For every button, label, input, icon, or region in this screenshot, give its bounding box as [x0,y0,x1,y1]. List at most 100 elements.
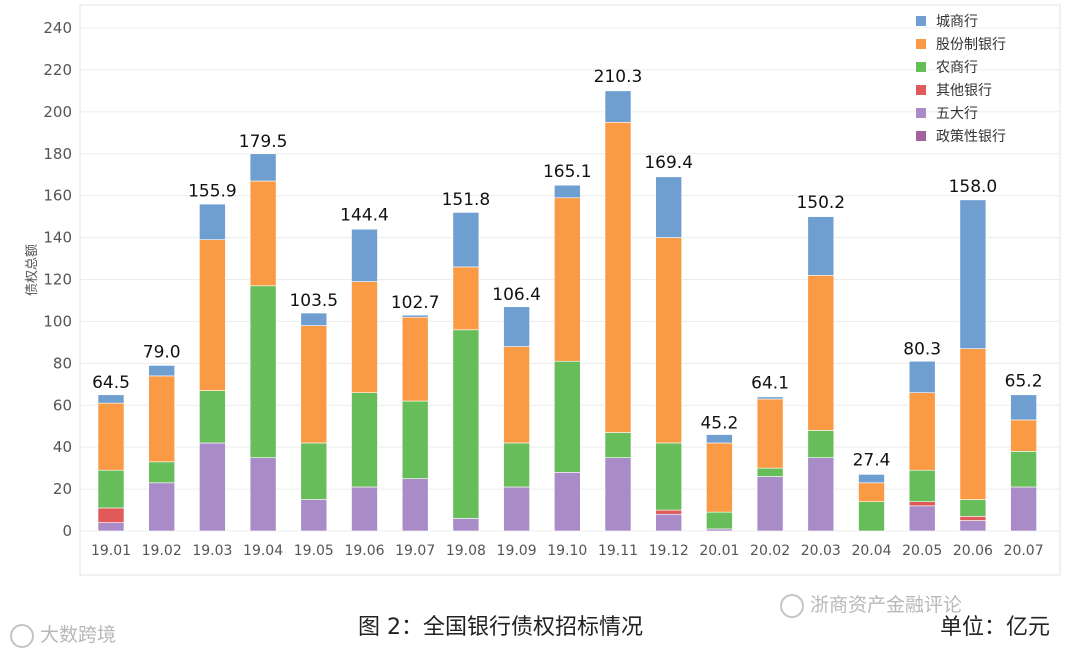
bar-total-label: 64.5 [92,373,130,393]
bar-segment [1010,486,1037,532]
bar-segment [503,306,530,347]
legend-label: 政策性银行 [936,128,1006,145]
y-tick-label: 80 [53,354,72,372]
legend-label: 农商行 [936,60,978,76]
y-tick-label: 240 [43,19,72,37]
bar-total-label: 45.2 [700,413,738,433]
bar-segment [807,457,835,532]
bar-segment [908,360,936,393]
bar-segment [148,375,175,463]
y-tick-label: 140 [43,229,72,247]
bar-segment [199,239,226,391]
unit-label: 单位：亿元 [940,615,1051,640]
bar-total-label: 155.9 [188,181,237,201]
bar-segment [553,360,581,473]
bar-segment [655,513,683,532]
bar-segment [604,90,632,123]
bar-segment [401,316,429,402]
bar-segment [706,528,733,532]
x-tick-label: 19.01 [91,543,131,559]
bar-total-label: 158.0 [949,177,998,197]
bar-segment [553,197,581,362]
bar-total-label: 151.8 [442,190,491,210]
x-axis-ticks: 19.01 19.02 19.03 19.04 19.05 19.06 19.07 19.08… [91,543,1044,559]
bar-segment [351,281,378,393]
x-tick-label: 19.12 [649,543,689,559]
legend-swatch [916,39,926,49]
bar-segment [249,285,277,458]
y-tick-label: 200 [43,103,72,121]
bar-segment [452,212,480,268]
x-tick-label: 20.04 [851,543,891,559]
bar-segment [756,398,784,469]
x-tick-label: 20.06 [953,543,993,559]
bar-segment [300,312,328,326]
bar-segment [1010,419,1037,452]
bar-segment [300,499,328,532]
bar-segment [553,184,581,199]
bar-total-label: 64.1 [751,374,789,394]
legend-swatch [916,131,926,141]
legend-swatch [916,108,926,118]
bar-segment [655,237,683,444]
bar-segment [97,402,125,471]
bar-segment [959,348,987,500]
y-tick-label: 40 [53,438,72,456]
bar-segment [503,486,530,532]
bar-segment [858,474,885,484]
x-tick-label: 19.10 [547,543,587,559]
x-tick-label: 19.06 [344,543,384,559]
bar-segment [97,507,125,523]
bar-total-label: 102.7 [391,293,440,313]
x-tick-label: 20.02 [750,543,790,559]
bar-segment [1010,451,1037,488]
bar-segment [452,329,480,519]
watermark-right: 浙商资产金融评论 [780,590,962,618]
y-tick-label: 120 [43,271,72,289]
bar-segment [908,501,936,507]
bar-total-label: 103.5 [289,291,338,311]
bar-total-label: 27.4 [853,451,891,471]
bar-segment [300,325,328,444]
legend-swatch [916,85,926,95]
bar-segment [959,499,987,517]
bar-segment [908,469,936,502]
bar-segment [655,509,683,515]
bar-segment [655,442,683,511]
bar-segment [199,390,226,444]
bar-total-label: 169.4 [644,153,693,173]
bar-segment [756,476,784,532]
bar-segment [756,467,784,477]
watermark-left-text: 大数跨境 [40,624,117,646]
bar-total-label: 144.4 [340,205,389,225]
x-tick-label: 20.01 [699,543,739,559]
bar-segment [97,522,125,532]
bar-segment [807,430,835,458]
bar-segment [858,482,885,502]
x-tick-label: 19.04 [243,543,283,559]
bar-segment [249,457,277,532]
bar-segment [199,442,226,532]
bar-segment [401,478,429,532]
bar-total-label: 79.0 [143,342,181,362]
bar-total-label: 80.3 [903,340,941,360]
y-tick-label: 180 [43,145,72,163]
legend-swatch [916,16,926,26]
bar-segment [604,432,632,458]
bar-segment [351,486,378,532]
x-tick-label: 19.03 [192,543,232,559]
bar-segment [604,457,632,532]
x-tick-label: 19.09 [497,543,537,559]
y-tick-label: 220 [43,61,72,79]
bar-segment [249,153,277,182]
bars [97,90,1037,532]
bar-segment [706,442,733,513]
x-tick-label: 19.07 [395,543,435,559]
bar-total-label: 65.2 [1005,371,1043,391]
legend-label: 五大行 [936,106,978,122]
bar-total-label: 150.2 [796,193,845,213]
bar-segment [655,176,683,238]
x-tick-label: 19.05 [294,543,334,559]
